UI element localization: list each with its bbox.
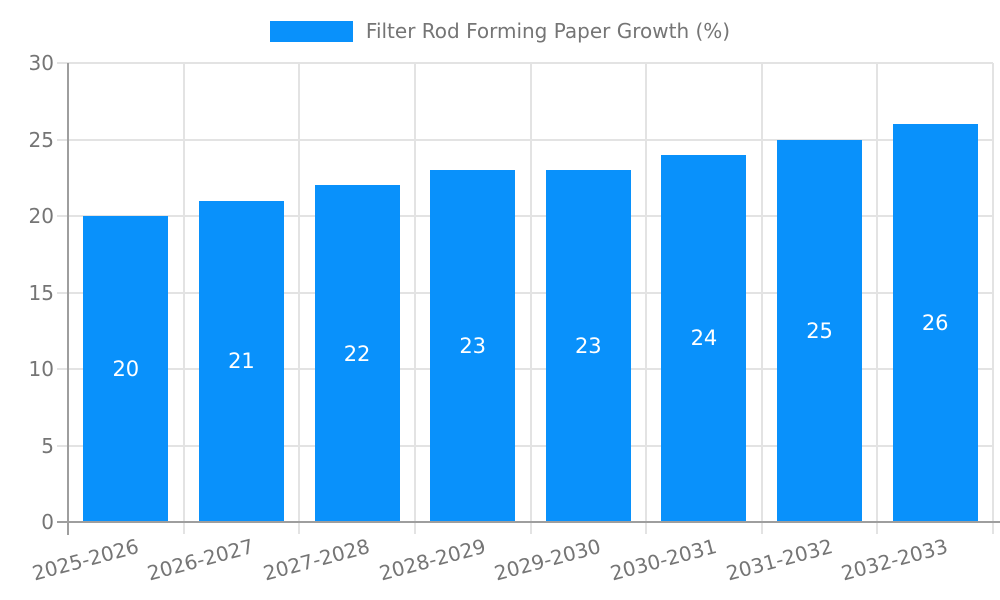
legend-swatch (269, 20, 353, 42)
y-tick-label: 0 (41, 510, 54, 534)
bar[interactable] (430, 170, 516, 522)
legend[interactable]: Filter Rod Forming Paper Growth (%) (0, 19, 1000, 43)
x-axis-line (57, 521, 1000, 523)
bar[interactable] (83, 216, 169, 522)
x-tick-mark (760, 522, 763, 534)
y-tick-mark (57, 62, 68, 64)
x-tick-mark (992, 522, 994, 534)
y-tick-mark (57, 138, 68, 141)
v-gridline (413, 63, 416, 522)
bar-value-label: 24 (690, 326, 718, 351)
x-tick-label: 2028-2029 (376, 534, 488, 586)
x-tick-label: 2030-2031 (607, 534, 720, 586)
bar-value-label: 26 (921, 311, 949, 336)
v-gridline (298, 63, 301, 522)
y-tick-label: 30 (28, 51, 54, 75)
v-gridline (529, 63, 532, 522)
v-gridline (645, 63, 648, 522)
bar[interactable] (545, 170, 631, 522)
x-tick-mark (182, 522, 185, 534)
x-tick-mark (645, 522, 648, 534)
y-tick-mark (57, 368, 68, 370)
bar-value-label: 20 (112, 357, 140, 381)
x-tick-label: 2025-2026 (29, 534, 142, 586)
bar[interactable] (661, 154, 747, 522)
bar-value-label: 23 (459, 334, 487, 359)
bar[interactable] (198, 200, 284, 522)
bar-value-label: 21 (228, 349, 255, 374)
x-tick-label: 2029-2030 (492, 534, 604, 586)
x-tick-mark (413, 522, 416, 534)
bar-value-label: 22 (343, 341, 371, 366)
y-tick-label: 5 (41, 433, 54, 458)
y-tick-label: 15 (28, 280, 54, 305)
bar[interactable] (892, 124, 978, 522)
x-tick-label: 2032-2033 (838, 534, 951, 586)
legend-label: Filter Rod Forming Paper Growth (%) (365, 19, 731, 43)
x-tick-mark (298, 522, 301, 534)
x-tick-label: 2027-2028 (260, 534, 373, 586)
bar-value-label: 23 (574, 334, 602, 359)
bar[interactable] (777, 139, 863, 522)
x-tick-mark (529, 522, 532, 534)
x-tick-label: 2026-2027 (145, 534, 257, 586)
x-tick-label: 2031-2032 (723, 534, 835, 586)
bar-value-label: 25 (806, 318, 833, 343)
bar[interactable] (314, 185, 400, 522)
v-gridline (992, 63, 994, 522)
y-tick-mark (57, 215, 68, 217)
y-axis-line (67, 63, 69, 535)
v-gridline (876, 63, 879, 522)
y-tick-mark (57, 291, 68, 294)
v-gridline (760, 63, 763, 522)
v-gridline (182, 63, 185, 522)
y-tick-label: 25 (28, 127, 54, 152)
x-tick-mark (876, 522, 879, 534)
y-tick-mark (57, 444, 68, 447)
y-tick-label: 10 (28, 357, 54, 381)
y-tick-label: 20 (28, 204, 54, 228)
